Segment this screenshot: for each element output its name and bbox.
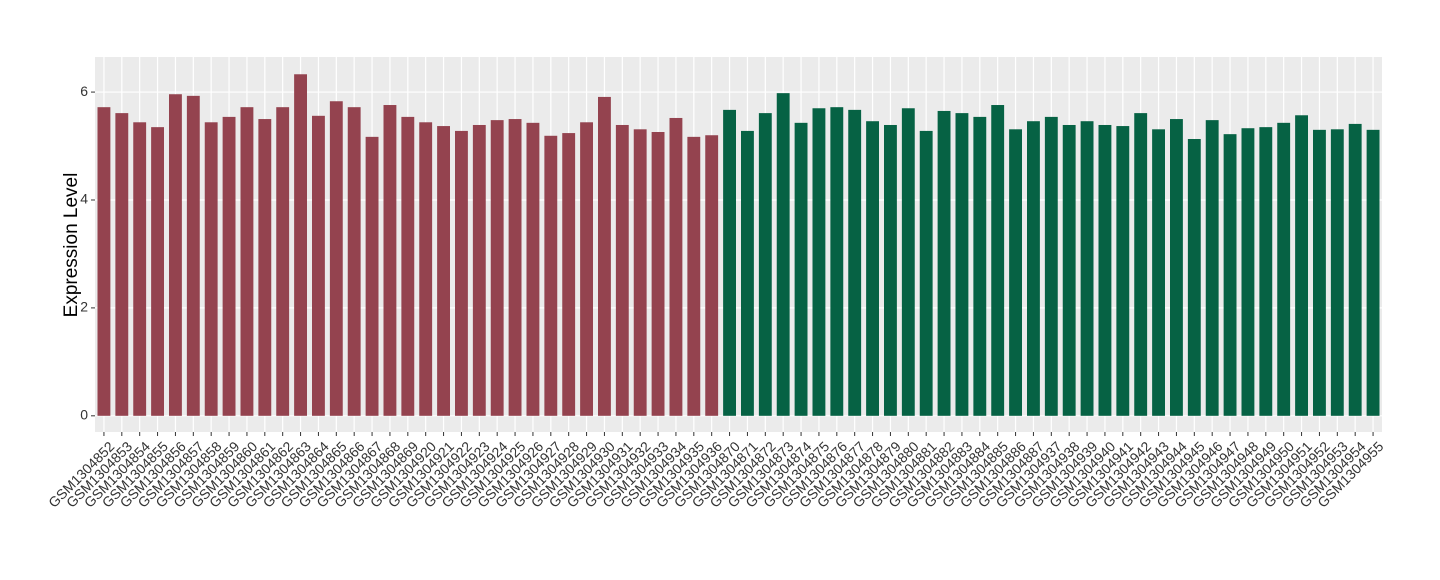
bar <box>687 136 701 416</box>
bar <box>151 127 164 416</box>
bar <box>526 122 540 416</box>
bar <box>169 94 182 416</box>
bar <box>1295 115 1308 416</box>
y-tick-label: 0 <box>80 407 88 423</box>
bar <box>1134 113 1148 416</box>
bar <box>812 108 826 416</box>
bar <box>115 113 129 416</box>
bar <box>1116 126 1130 416</box>
bar <box>240 107 254 416</box>
bar <box>1277 122 1291 416</box>
bar <box>1009 129 1022 416</box>
bar <box>794 122 808 416</box>
bar <box>1187 139 1201 416</box>
bar <box>490 120 504 416</box>
bar <box>955 113 969 416</box>
bar <box>186 95 200 416</box>
bar <box>937 110 951 416</box>
bar <box>508 119 522 416</box>
bar <box>1027 121 1040 416</box>
bar <box>1170 119 1183 416</box>
bar <box>294 74 307 416</box>
bar <box>329 101 343 416</box>
bar <box>472 124 486 416</box>
y-tick-label: 2 <box>80 299 88 315</box>
bar <box>1259 127 1273 416</box>
bar <box>1044 116 1058 416</box>
bar <box>651 132 665 416</box>
bar <box>973 116 987 416</box>
bar <box>1152 129 1165 416</box>
bar <box>919 130 933 416</box>
bar <box>1080 121 1094 416</box>
plot-panel <box>95 57 1382 432</box>
bar <box>1330 129 1344 416</box>
bar <box>830 107 844 416</box>
bar <box>222 116 236 416</box>
bar <box>97 107 111 416</box>
bar <box>544 135 558 416</box>
bar <box>1205 120 1219 416</box>
bar <box>633 129 647 416</box>
bar <box>705 135 719 416</box>
bar <box>276 107 290 416</box>
bar <box>1223 134 1237 416</box>
bar <box>848 109 862 416</box>
y-tick-label: 6 <box>80 83 88 99</box>
bar <box>776 93 790 416</box>
bar <box>1366 129 1380 416</box>
bar <box>204 122 218 416</box>
bar <box>437 126 450 416</box>
bar <box>1348 123 1362 416</box>
bar <box>884 124 897 416</box>
bar <box>258 119 272 416</box>
bar <box>401 116 415 416</box>
bar <box>1098 124 1112 416</box>
bar <box>598 96 611 416</box>
bar <box>455 130 468 416</box>
bar <box>365 136 379 416</box>
bar <box>580 122 593 416</box>
bar <box>741 130 754 416</box>
bar <box>723 109 736 416</box>
bar <box>562 133 576 416</box>
y-axis-title: Expression Level <box>61 173 82 318</box>
bar <box>383 105 397 416</box>
bar <box>312 115 325 416</box>
bar <box>347 107 361 416</box>
bar <box>1241 128 1255 416</box>
bar <box>1313 129 1326 416</box>
bar <box>991 105 1005 416</box>
bar <box>133 122 147 416</box>
bar <box>419 122 433 416</box>
bar <box>758 113 772 416</box>
bar <box>669 117 683 416</box>
bar <box>615 124 629 416</box>
y-tick-label: 4 <box>80 191 88 207</box>
bar <box>901 108 915 416</box>
bar <box>866 121 879 416</box>
bar <box>1062 124 1076 416</box>
